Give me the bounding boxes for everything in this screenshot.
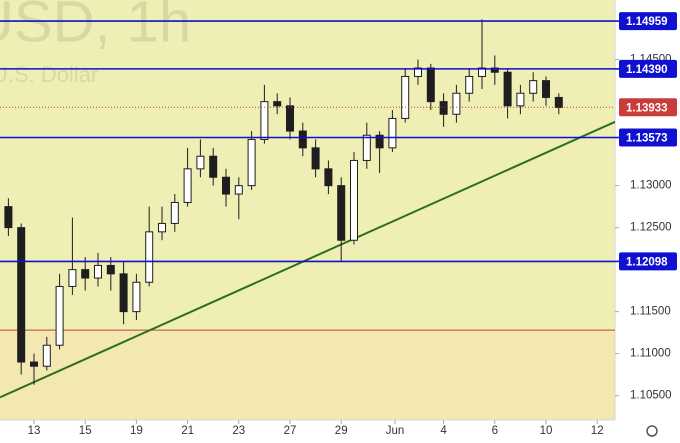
candle-body bbox=[337, 185, 346, 241]
x-tick-label: 4 bbox=[440, 425, 447, 437]
level-box bbox=[619, 128, 677, 147]
candle-body bbox=[350, 159, 359, 241]
candle-body bbox=[490, 67, 499, 73]
candle-body bbox=[68, 269, 77, 287]
level-box bbox=[619, 252, 677, 271]
last-price-box bbox=[619, 98, 677, 117]
x-tick-label: 10 bbox=[540, 425, 553, 437]
x-tick-label: 6 bbox=[492, 425, 498, 437]
candle-body bbox=[119, 273, 128, 313]
x-tick-label: 29 bbox=[335, 425, 348, 437]
candle-body bbox=[375, 134, 384, 149]
watermark-symbol: USD, 1h bbox=[0, 0, 191, 54]
candle-body bbox=[503, 71, 512, 107]
lower-zone bbox=[0, 330, 615, 420]
candle-body bbox=[55, 285, 64, 346]
candle-body bbox=[388, 117, 397, 149]
level-label: 1.13573 bbox=[626, 133, 668, 145]
candle-body bbox=[170, 201, 179, 224]
trendline bbox=[0, 120, 615, 399]
candle-body bbox=[478, 67, 487, 77]
x-tick-label: Jun bbox=[386, 425, 405, 437]
candle-body bbox=[132, 281, 141, 313]
candle-body bbox=[183, 168, 192, 203]
candle-body bbox=[286, 105, 295, 132]
y-tick-label: 1.10500 bbox=[630, 390, 672, 402]
candle-body bbox=[362, 134, 371, 161]
candle-body bbox=[554, 96, 563, 109]
level-box bbox=[619, 12, 677, 31]
candle-body bbox=[401, 75, 410, 119]
candle-body bbox=[17, 227, 26, 363]
candle-body bbox=[81, 269, 90, 279]
candle-body bbox=[234, 185, 243, 195]
x-tick-label: 23 bbox=[232, 425, 245, 437]
candle-body bbox=[311, 147, 320, 170]
x-tick-label: 19 bbox=[130, 425, 143, 437]
candle-body bbox=[465, 75, 474, 94]
candle-body bbox=[426, 67, 435, 103]
candle-body bbox=[247, 138, 256, 187]
y-tick-label: 1.13000 bbox=[630, 180, 672, 192]
candle-body bbox=[273, 101, 282, 107]
candle-body bbox=[93, 264, 102, 279]
candle-body bbox=[29, 361, 38, 367]
x-tick-label: 27 bbox=[284, 425, 297, 437]
x-tick-label: 21 bbox=[181, 425, 194, 437]
x-tick-label: 12 bbox=[591, 425, 604, 437]
x-tick-label: 15 bbox=[79, 425, 92, 437]
candle-body bbox=[298, 130, 307, 149]
level-label: 1.14390 bbox=[626, 64, 668, 76]
candle-body bbox=[439, 101, 448, 115]
y-tick-label: 1.11000 bbox=[630, 348, 671, 360]
y-tick-label: 1.11500 bbox=[630, 306, 671, 318]
watermark-description: U.S. Dollar bbox=[0, 62, 98, 87]
candle-body bbox=[106, 264, 115, 275]
candle-body bbox=[452, 92, 461, 115]
level-label: 1.14959 bbox=[626, 16, 668, 28]
candle-body bbox=[260, 101, 269, 140]
level-label: 1.12098 bbox=[626, 256, 668, 268]
candle-body bbox=[42, 344, 51, 367]
candle-body bbox=[414, 67, 423, 77]
candle-body bbox=[542, 80, 551, 98]
candle-body bbox=[529, 80, 538, 94]
x-tick-label: 13 bbox=[28, 425, 41, 437]
settings-icon[interactable] bbox=[646, 425, 658, 437]
last-price-label: 1.13933 bbox=[626, 102, 668, 114]
candle-body bbox=[145, 231, 154, 283]
y-tick-label: 1.12500 bbox=[630, 222, 672, 234]
candle-body bbox=[157, 222, 166, 233]
candle-body bbox=[222, 176, 231, 195]
candle-body bbox=[4, 206, 13, 229]
candle-body bbox=[196, 155, 205, 170]
time-axis-area bbox=[0, 420, 615, 443]
level-box bbox=[619, 59, 677, 78]
candle-body bbox=[324, 168, 333, 187]
plot bbox=[0, 19, 615, 399]
candle-body bbox=[516, 92, 525, 107]
candle-body bbox=[209, 155, 218, 178]
